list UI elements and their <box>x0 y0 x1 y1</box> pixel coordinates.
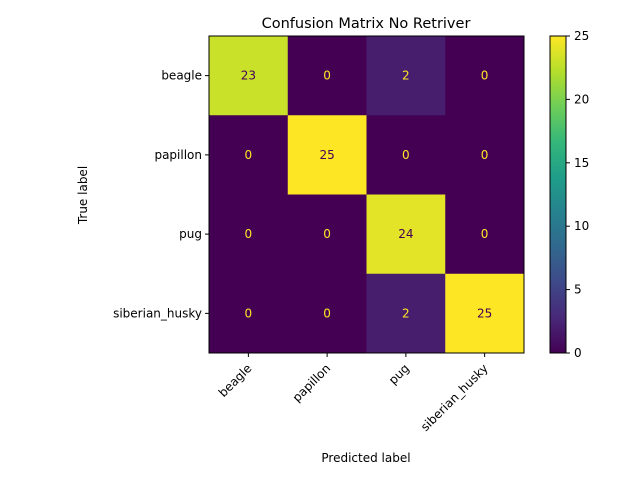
y-tick-label: pug <box>179 227 202 241</box>
heatmap-cell <box>209 36 289 116</box>
cell-value-label: 0 <box>402 148 410 162</box>
colorbar-tick-label: 20 <box>574 92 589 106</box>
heatmap-grid <box>209 36 525 354</box>
y-axis-label: True label <box>76 166 90 225</box>
colorbar-tick-label: 0 <box>574 346 582 360</box>
heatmap-cell <box>209 194 289 275</box>
colorbar-tick-label: 10 <box>574 219 589 233</box>
y-tick-label: beagle <box>161 69 202 83</box>
y-tick-label: siberian_husky <box>113 306 202 320</box>
heatmap-cell <box>445 36 525 116</box>
heatmap-cell <box>287 194 367 275</box>
cell-value-label: 0 <box>245 148 253 162</box>
cell-value-label: 23 <box>241 69 256 83</box>
heatmap-cell <box>287 36 367 116</box>
heatmap-cell <box>445 194 525 275</box>
heatmap-cell <box>209 115 289 195</box>
cell-value-label: 24 <box>398 227 413 241</box>
cell-value-label: 0 <box>323 306 331 320</box>
cell-value-label: 0 <box>323 69 331 83</box>
heatmap-cell <box>287 273 367 354</box>
heatmap-cell <box>209 273 289 354</box>
x-axis-label: Predicted label <box>321 451 410 465</box>
heatmap-cell <box>287 115 367 195</box>
cell-value-label: 2 <box>402 306 410 320</box>
colorbar-tick-label: 15 <box>574 156 589 170</box>
heatmap-frame <box>208 35 525 354</box>
x-tick-label: papillon <box>290 361 334 405</box>
colorbar-tick-label: 5 <box>574 283 582 297</box>
heatmap-cell <box>366 36 446 116</box>
cell-value-label: 0 <box>481 69 489 83</box>
x-tick-label: pug <box>386 361 412 387</box>
cell-labels: 23 0 2 0 0 25 0 0 0 0 24 0 0 0 2 25 <box>241 69 493 321</box>
cell-value-label: 0 <box>481 148 489 162</box>
y-tick-label: papillon <box>154 148 202 162</box>
heatmap-cell <box>366 194 446 275</box>
colorbar-ticks: 0 5 10 15 20 25 <box>566 29 589 360</box>
chart-title: Confusion Matrix No Retriver <box>262 16 471 32</box>
x-tick-label: siberian_husky <box>418 361 491 434</box>
cell-value-label: 0 <box>323 227 331 241</box>
cell-value-label: 0 <box>245 306 253 320</box>
cell-value-label: 25 <box>319 148 334 162</box>
y-axis: beagle papillon pug siberian_husky <box>113 69 209 320</box>
colorbar <box>549 35 567 354</box>
x-axis: beagle papillon pug siberian_husky <box>216 353 491 434</box>
colorbar-tick-label: 25 <box>574 29 589 43</box>
heatmap-cell <box>366 115 446 195</box>
heatmap-cell <box>445 273 525 354</box>
x-tick-label: beagle <box>216 361 255 400</box>
cell-value-label: 0 <box>245 227 253 241</box>
heatmap-cell <box>445 115 525 195</box>
cell-value-label: 25 <box>477 306 492 320</box>
heatmap-cell <box>366 273 446 354</box>
cell-value-label: 0 <box>481 227 489 241</box>
cell-value-label: 2 <box>402 69 410 83</box>
